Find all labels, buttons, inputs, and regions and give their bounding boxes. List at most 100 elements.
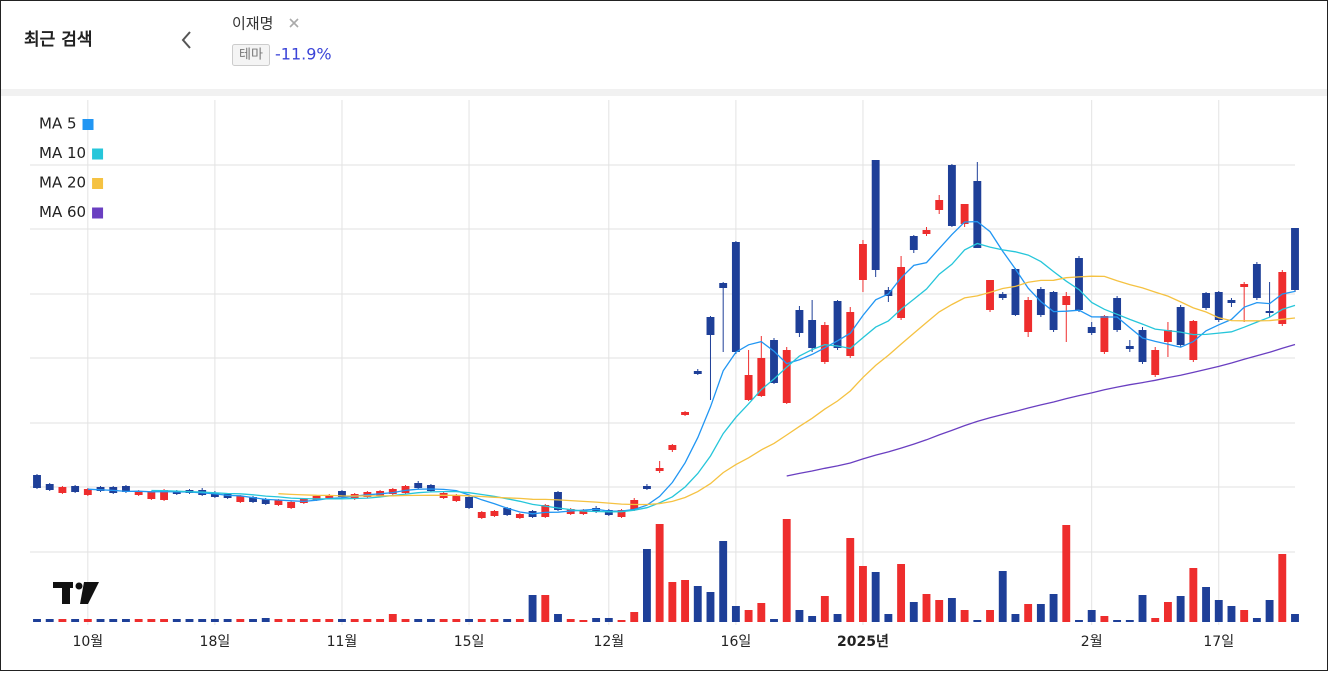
candle-body [1062,296,1071,305]
volume-bar [350,619,359,622]
candle-body [960,204,969,224]
volume-bar [1265,600,1274,622]
candle-body [617,510,626,517]
legend-label: MA 10 [39,144,86,162]
volume-bar [655,524,664,622]
volume-bar [1036,604,1045,622]
legend-label: MA 5 [39,115,77,133]
legend-swatch [92,148,104,160]
volume-bar [249,619,257,622]
volume-bar [935,600,944,622]
candle-body [897,267,906,318]
candle-body [1291,228,1299,290]
volume-bar [122,619,130,622]
candle-body [1202,293,1210,308]
x-tick-label: 2월 [1081,634,1103,650]
candle-body [1151,350,1160,375]
candle-body [96,487,105,491]
legend-label: MA 20 [39,174,86,192]
volume-bar [236,619,245,622]
volume-bar [617,620,626,622]
candle-body [312,496,321,500]
volume-bar [731,606,740,622]
candle-body [757,358,766,396]
volume-bar [1049,594,1058,622]
volume-bar [579,620,588,622]
volume-bar [922,594,931,622]
candle-body [338,491,346,497]
tab-name[interactable]: 이재명 [232,15,273,33]
volume-bar [503,619,512,622]
volume-bar [1189,568,1198,622]
volume-bar [376,619,385,622]
candle-body [1278,272,1287,324]
volume-bar [1062,525,1071,622]
volume-bar [820,596,829,622]
candle-body [643,486,651,489]
candle-body [909,236,918,250]
candle-body [477,512,486,518]
volume-bar [1227,606,1236,622]
x-tick-label: 18일 [200,634,231,650]
candle-body [554,492,562,510]
volume-bar [998,571,1007,622]
volume-bar [71,619,80,622]
candle-body [719,283,728,288]
volume-bar [338,619,346,622]
change-text: -11.9% [275,45,332,64]
candle-body [490,511,499,516]
ma-line [786,343,1296,477]
volume-bar [1138,595,1147,622]
candle-body [947,165,956,226]
volume-bar [871,572,880,622]
logo-part [75,582,83,590]
volume-bar [287,619,296,622]
candle-body [249,497,257,502]
volume-bar [363,619,372,622]
volume-bar [134,619,143,622]
volume-bar [1291,614,1299,622]
candle-body [871,160,880,270]
volume-bar [693,586,702,622]
candle-body [744,375,753,400]
volume-bar [1151,618,1160,622]
ma-line [278,275,1296,506]
volume-bar [604,618,613,622]
candle-body [426,485,435,491]
volume-bar [1075,620,1083,622]
candle-body [1227,300,1236,303]
candle-body [503,508,512,515]
candle-body [414,483,423,488]
candle-body [1265,311,1274,313]
back-button[interactable] [181,31,191,49]
candle-body [681,412,689,415]
volume-bar [960,610,969,622]
candle-body [986,280,994,310]
volume-bar [274,619,283,622]
candle-body [579,510,588,514]
volume-bar [185,619,194,622]
candle-body [210,493,219,497]
legend-swatch [82,119,94,130]
candle-body [859,244,867,280]
candle-body [770,340,778,383]
volume-bar [160,619,169,622]
tv-logo [53,582,99,604]
volume-bar [96,619,105,622]
volume-bar [909,602,918,622]
volume-bar [947,598,956,622]
volume-bar [643,549,651,622]
candle-body [1087,327,1096,333]
candle-body [515,514,524,518]
candle-body [998,294,1007,298]
candle-body [973,181,982,248]
volume-bar [147,619,156,622]
volume-bar [452,619,461,622]
close-tab[interactable] [289,18,299,28]
volume-bar [782,519,791,622]
volume-bar [414,619,423,622]
candle-body [33,475,41,488]
logo-part [62,582,70,604]
candle-body [541,505,550,517]
